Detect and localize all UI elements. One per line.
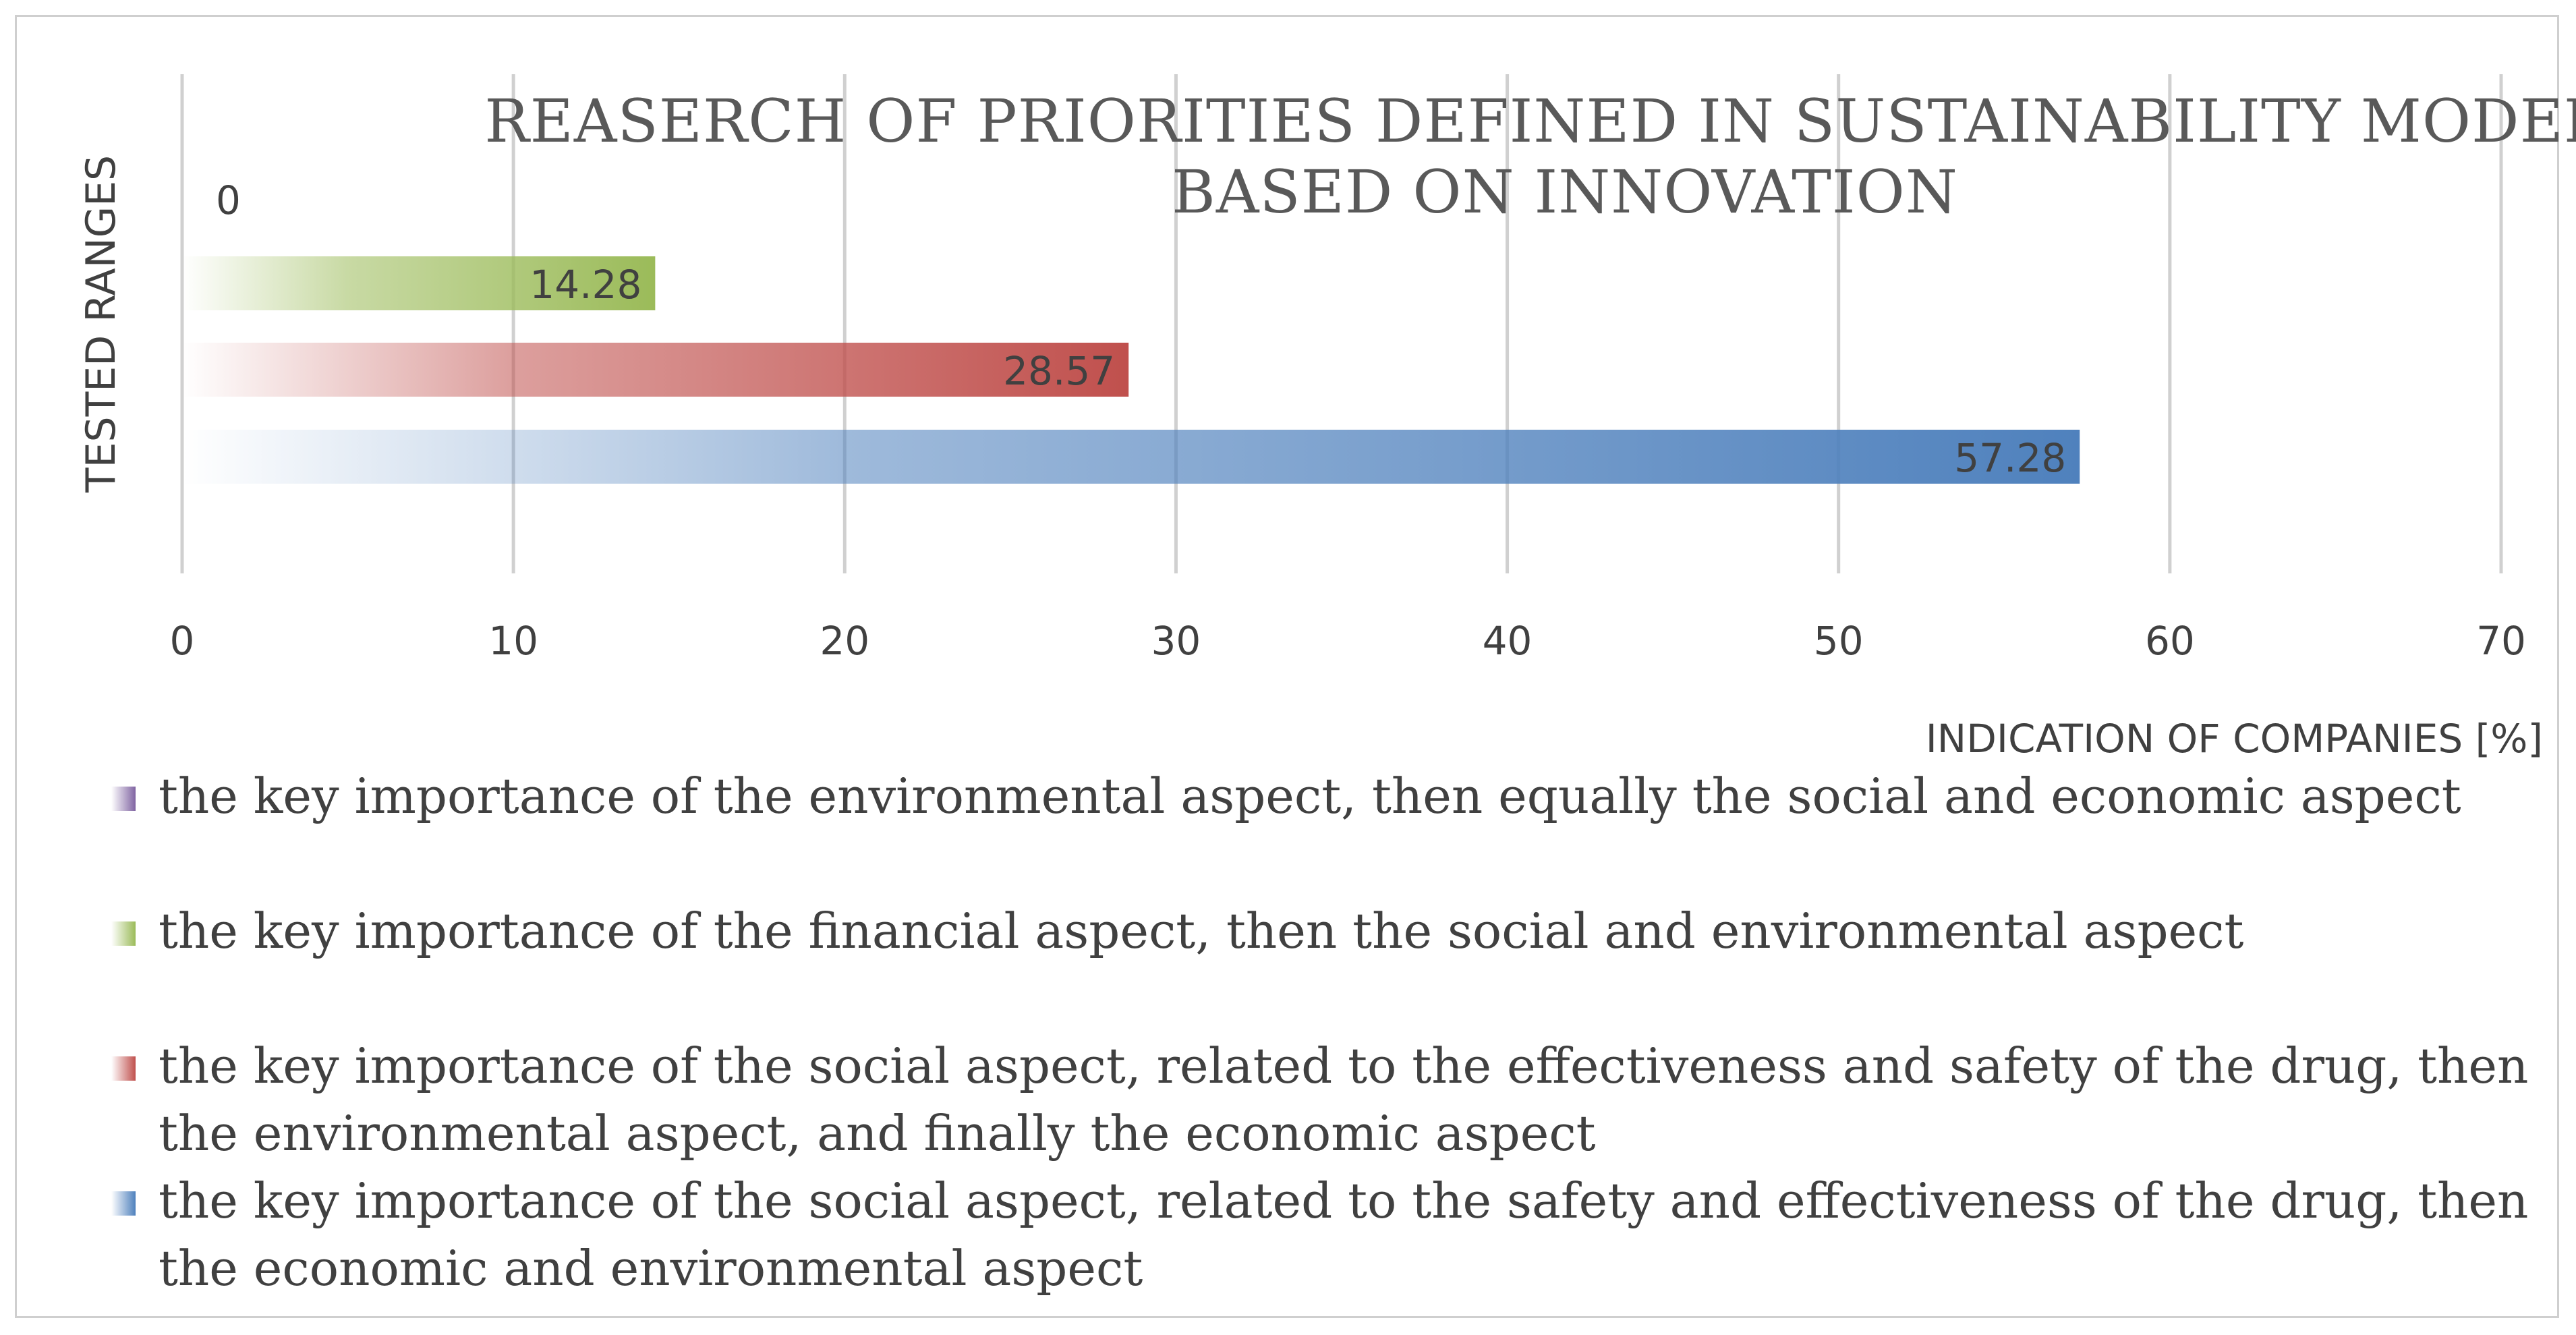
legend-label: the key importance of the environmental …	[159, 768, 2461, 824]
chart-title: REASERCH OF PRIORITIES DEFINED IN SUSTAI…	[484, 86, 2576, 227]
x-tick-label: 10	[488, 618, 538, 664]
gridlines	[180, 74, 2503, 573]
chart-frame	[15, 15, 2559, 1318]
data-label: 57.28	[1954, 435, 2066, 481]
legend-label: the key importance of the social aspect,…	[159, 1038, 2529, 1094]
x-tick-label: 60	[2145, 618, 2195, 664]
legend-item: the key importance of the social aspect,…	[111, 1032, 2528, 1167]
legend-swatch	[111, 1056, 136, 1081]
legend-item: the key importance of the financial aspe…	[111, 897, 2243, 965]
legend-swatch	[111, 1191, 136, 1216]
x-tick-label: 40	[1483, 618, 1533, 664]
bar-14.28	[182, 256, 656, 310]
legend-label: the economic and environmental aspect	[159, 1240, 1143, 1297]
data-labels: 0 14.28 28.57 57.28	[216, 177, 2066, 481]
legend-label: the key importance of the social aspect,…	[159, 1172, 2529, 1229]
x-axis-label: INDICATION OF COMPANIES [%]	[1926, 716, 2543, 762]
legend-label: the environmental aspect, and finally th…	[159, 1105, 1596, 1162]
data-label: 28.57	[1003, 348, 1115, 394]
legend-item: the key importance of the social aspect,…	[111, 1167, 2528, 1302]
chart-title-line: BASED ON INNOVATION	[1172, 157, 1958, 227]
bar-28.57	[182, 343, 1129, 397]
chart-title-line: REASERCH OF PRIORITIES DEFINED IN SUSTAI…	[484, 86, 2576, 156]
legend-swatch	[111, 787, 136, 811]
x-tick-label: 20	[820, 618, 869, 664]
data-label: 14.28	[529, 262, 641, 308]
x-tick-label: 0	[170, 618, 195, 664]
bar-57.28	[182, 430, 2080, 484]
legend-swatch	[111, 921, 136, 946]
x-tick-label: 70	[2476, 618, 2526, 664]
x-tick-label: 30	[1151, 618, 1201, 664]
bars	[182, 256, 2080, 484]
data-label: 0	[216, 177, 241, 223]
legend-label: the key importance of the financial aspe…	[159, 903, 2244, 959]
y-axis-label: TESTED RANGES	[78, 155, 125, 493]
x-axis-ticks: 0 10 20 30 40 50 60 70	[170, 618, 2526, 664]
legend-item: the key importance of the environmental …	[111, 762, 2461, 830]
x-tick-label: 50	[1814, 618, 1864, 664]
